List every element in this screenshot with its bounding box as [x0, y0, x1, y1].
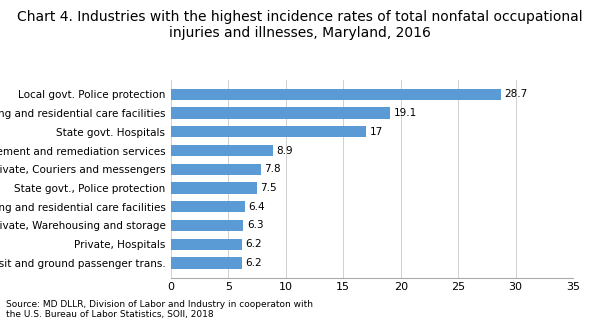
- Bar: [171, 89, 500, 100]
- Bar: [171, 182, 257, 194]
- Text: 6.3: 6.3: [247, 220, 263, 230]
- Text: 7.5: 7.5: [260, 183, 277, 193]
- Bar: [171, 201, 245, 212]
- Text: 6.2: 6.2: [245, 258, 262, 268]
- Text: 6.4: 6.4: [248, 202, 265, 212]
- Text: 7.8: 7.8: [264, 164, 281, 174]
- Text: 28.7: 28.7: [504, 89, 527, 99]
- Bar: [171, 220, 244, 231]
- Bar: [171, 164, 260, 175]
- Text: Source: MD DLLR, Division of Labor and Industry in cooperaton with
the U.S. Bure: Source: MD DLLR, Division of Labor and I…: [6, 300, 313, 319]
- Bar: [171, 126, 366, 137]
- Bar: [171, 145, 273, 156]
- Text: 19.1: 19.1: [394, 108, 417, 118]
- Bar: [171, 257, 242, 269]
- Text: 17: 17: [370, 127, 383, 137]
- Bar: [171, 239, 242, 250]
- Text: 8.9: 8.9: [277, 145, 293, 156]
- Text: Chart 4. Industries with the highest incidence rates of total nonfatal occupatio: Chart 4. Industries with the highest inc…: [17, 10, 583, 40]
- Bar: [171, 108, 391, 119]
- Text: 6.2: 6.2: [245, 239, 262, 249]
